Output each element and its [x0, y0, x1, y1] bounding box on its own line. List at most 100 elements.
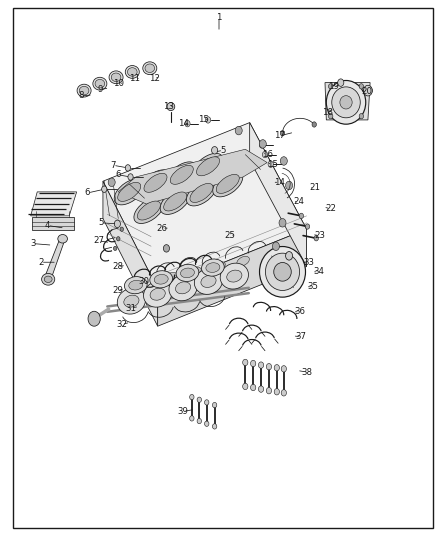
Circle shape	[272, 242, 279, 251]
Ellipse shape	[220, 263, 248, 289]
Circle shape	[312, 122, 316, 127]
Text: 30: 30	[138, 277, 149, 286]
Circle shape	[120, 227, 124, 231]
Ellipse shape	[197, 157, 219, 176]
Text: 28: 28	[112, 262, 123, 271]
Circle shape	[243, 383, 248, 390]
Ellipse shape	[206, 263, 220, 272]
Ellipse shape	[259, 246, 305, 297]
Text: 31: 31	[125, 304, 136, 312]
Ellipse shape	[213, 262, 225, 271]
Ellipse shape	[274, 263, 291, 281]
Polygon shape	[103, 181, 158, 326]
Text: 18: 18	[322, 109, 333, 117]
Circle shape	[212, 402, 217, 408]
Ellipse shape	[144, 173, 167, 192]
Text: 19: 19	[328, 82, 339, 91]
Circle shape	[328, 84, 333, 89]
Circle shape	[281, 390, 286, 396]
Text: 14: 14	[274, 178, 285, 187]
Circle shape	[128, 174, 133, 180]
Circle shape	[259, 140, 266, 148]
Text: 5: 5	[221, 146, 226, 155]
Text: 27: 27	[93, 237, 104, 245]
Text: 32: 32	[116, 320, 127, 328]
Ellipse shape	[125, 66, 139, 78]
Ellipse shape	[79, 86, 89, 95]
Circle shape	[235, 126, 242, 135]
Circle shape	[251, 384, 256, 391]
Circle shape	[280, 131, 285, 136]
Text: 8: 8	[78, 92, 84, 100]
Circle shape	[113, 246, 117, 251]
Ellipse shape	[193, 154, 223, 179]
Circle shape	[102, 186, 107, 192]
Ellipse shape	[160, 189, 190, 214]
Ellipse shape	[326, 80, 366, 124]
Circle shape	[299, 213, 304, 219]
Ellipse shape	[167, 162, 197, 188]
Text: 13: 13	[163, 102, 174, 111]
Ellipse shape	[118, 182, 141, 201]
Ellipse shape	[42, 273, 55, 285]
Ellipse shape	[144, 281, 172, 307]
Circle shape	[259, 142, 265, 148]
Circle shape	[314, 236, 318, 241]
Ellipse shape	[95, 79, 105, 88]
Ellipse shape	[169, 275, 197, 301]
Circle shape	[364, 85, 372, 96]
Circle shape	[286, 252, 293, 260]
Text: 14: 14	[177, 119, 189, 128]
Circle shape	[274, 389, 279, 395]
Polygon shape	[118, 149, 267, 204]
Circle shape	[88, 311, 100, 326]
Text: 36: 36	[294, 308, 306, 316]
Text: 11: 11	[129, 75, 141, 83]
Text: 7: 7	[110, 161, 116, 169]
Polygon shape	[325, 83, 370, 120]
Circle shape	[266, 364, 272, 370]
Ellipse shape	[150, 271, 173, 288]
Circle shape	[359, 114, 364, 119]
Circle shape	[190, 394, 194, 400]
Circle shape	[281, 366, 286, 372]
Ellipse shape	[194, 269, 223, 294]
Text: 26: 26	[156, 224, 168, 232]
Ellipse shape	[176, 264, 199, 281]
Circle shape	[212, 424, 217, 429]
Text: 29: 29	[112, 286, 123, 295]
Text: 10: 10	[113, 79, 124, 88]
Ellipse shape	[141, 170, 170, 196]
Text: 20: 20	[361, 87, 373, 96]
Text: 12: 12	[148, 75, 160, 83]
Ellipse shape	[93, 77, 107, 90]
Text: 6: 6	[116, 171, 121, 179]
Ellipse shape	[180, 268, 194, 278]
Ellipse shape	[340, 95, 352, 109]
Circle shape	[286, 181, 293, 190]
Ellipse shape	[44, 276, 52, 282]
Ellipse shape	[164, 192, 187, 211]
Circle shape	[212, 147, 218, 154]
Polygon shape	[103, 123, 307, 289]
Circle shape	[251, 360, 256, 367]
Circle shape	[305, 224, 310, 229]
Text: 22: 22	[325, 205, 336, 213]
Text: 4: 4	[45, 221, 50, 230]
Circle shape	[338, 79, 344, 86]
Circle shape	[205, 117, 211, 123]
Polygon shape	[158, 229, 307, 326]
Circle shape	[266, 387, 272, 394]
Ellipse shape	[201, 259, 224, 276]
Text: 6: 6	[85, 189, 90, 197]
Circle shape	[108, 178, 115, 187]
Text: 24: 24	[293, 197, 304, 206]
Ellipse shape	[265, 253, 300, 290]
Ellipse shape	[58, 235, 67, 243]
Text: 33: 33	[303, 258, 314, 266]
Circle shape	[243, 359, 248, 366]
Ellipse shape	[154, 274, 168, 284]
Circle shape	[197, 418, 201, 424]
Ellipse shape	[332, 87, 360, 118]
Circle shape	[114, 220, 120, 228]
